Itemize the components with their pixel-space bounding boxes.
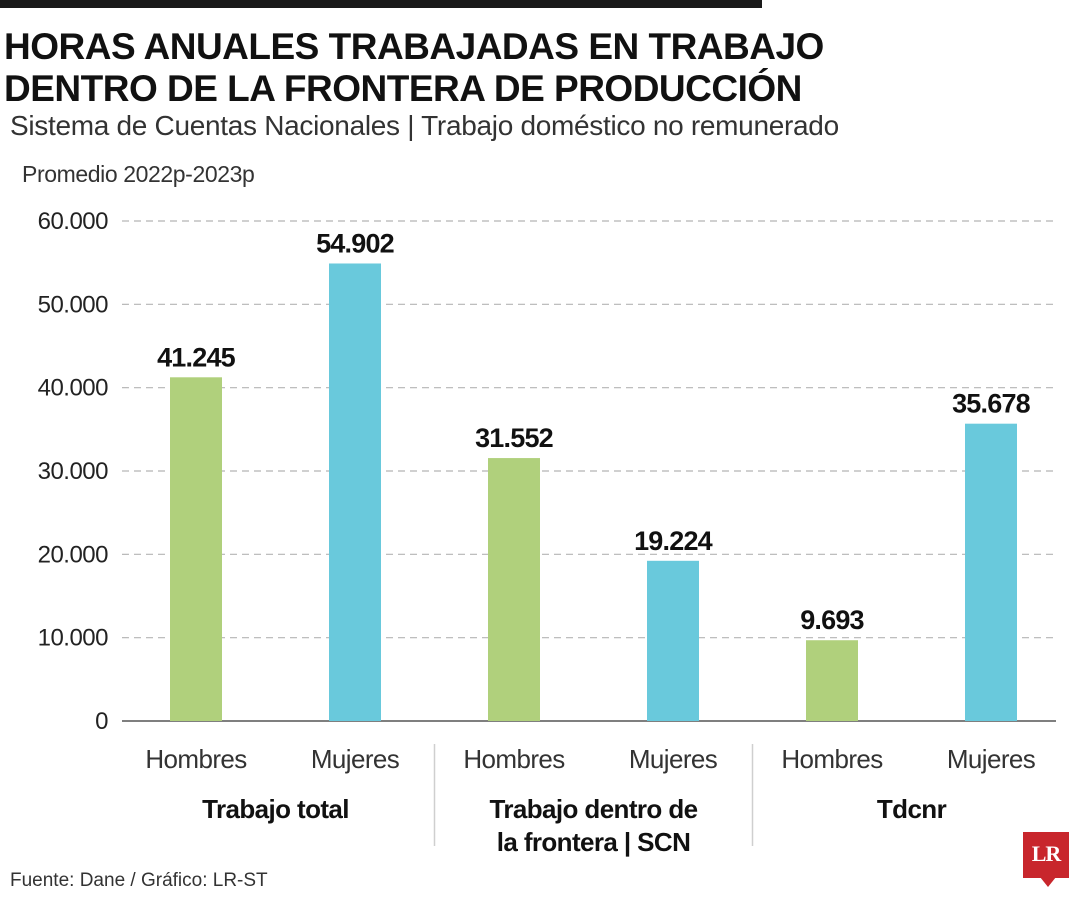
y-tick-label: 10.000 [38,625,109,652]
group-separators [433,744,754,846]
y-tick-label: 0 [95,708,108,735]
bar-value-label: 31.552 [475,423,553,453]
value-labels: 41.245 54.902 31.552 19.224 9.693 35.678 [157,228,1031,635]
bar-value-label: 9.693 [800,605,864,635]
source-credit: Fuente: Dane / Gráfico: LR-ST [10,870,268,891]
category-label: Hombres [145,744,247,774]
bar-mujeres [647,560,699,721]
bars [170,263,1017,721]
category-label: Hombres [463,744,565,774]
category-label: Mujeres [311,744,400,774]
category-label: Hombres [781,744,883,774]
category-label: Mujeres [629,744,718,774]
y-tick-label: 50.000 [38,291,109,318]
bar-mujeres [965,423,1017,721]
lr-logo-tail [1040,877,1056,887]
bar-value-label: 35.678 [952,389,1031,419]
chart-title: HORAS ANUALES TRABAJADAS EN TRABAJO DENT… [4,26,1004,110]
y-tick-label: 40.000 [38,375,109,402]
category-label: Mujeres [947,744,1036,774]
lr-logo: LR [1023,832,1069,878]
group-label: Trabajo dentro de [490,794,698,824]
y-tick-label: 20.000 [38,541,109,568]
bar-mujeres [329,263,381,721]
bar-hombres [806,640,858,721]
bar-hombres [488,458,540,721]
group-label: Trabajo total [202,794,349,824]
bar-value-label: 41.245 [157,342,236,372]
group-label: Tdcnr [877,794,947,824]
bar-hombres [170,377,222,721]
chart-note: Promedio 2022p-2023p [22,161,255,187]
chart-title-line-2: DENTRO DE LA FRONTERA DE PRODUCCIÓN [4,68,802,109]
bar-value-label: 19.224 [634,526,713,556]
lr-logo-text: LR [1031,841,1062,866]
bar-value-label: 54.902 [316,228,394,258]
chart-subtitle: Sistema de Cuentas Nacionales | Trabajo … [10,110,839,141]
gridlines [122,220,1056,722]
group-label: la frontera | SCN [497,827,691,857]
y-axis: 0 10.000 20.000 30.000 40.000 50.000 60.000 [38,208,109,735]
chart-title-line-1: HORAS ANUALES TRABAJADAS EN TRABAJO [4,26,824,67]
top-rule [0,0,762,8]
y-tick-label: 30.000 [38,458,109,485]
category-labels: Hombres Mujeres Hombres Mujeres Hombres Mujer… [145,744,1036,774]
y-tick-label: 60.000 [38,208,109,235]
